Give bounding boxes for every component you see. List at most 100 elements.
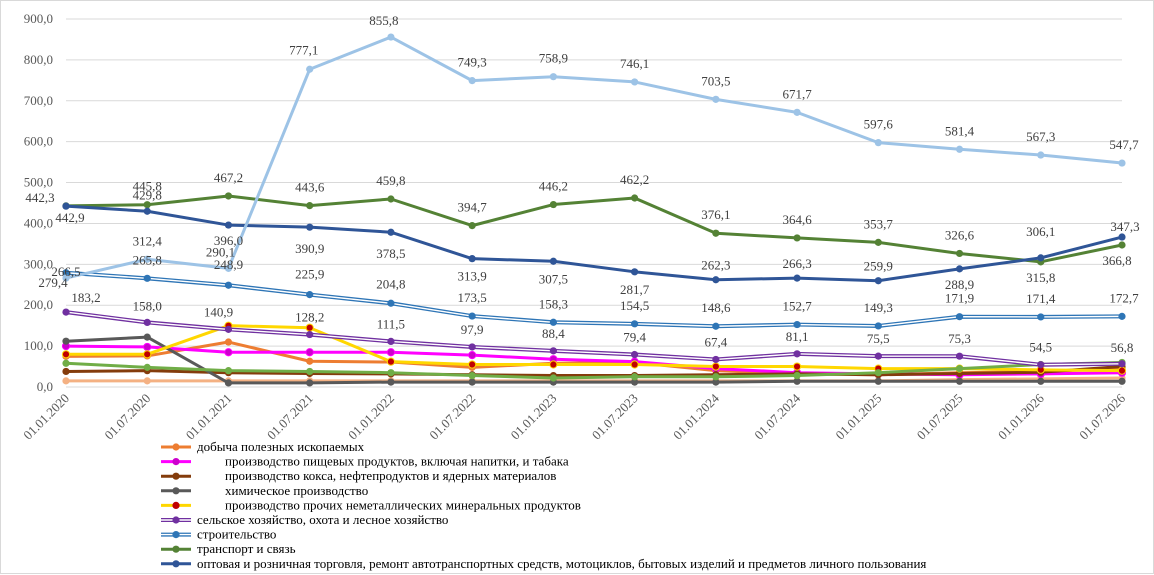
legend-marker (172, 487, 180, 495)
data-point (143, 318, 151, 326)
y-tick-label: 300,0 (24, 256, 53, 271)
x-tick-label: 01.07.2020 (101, 391, 153, 443)
data-point (1037, 313, 1045, 321)
data-point (712, 276, 720, 284)
data-point (224, 367, 233, 375)
data-label: 149,3 (864, 300, 893, 315)
data-point (712, 322, 720, 330)
data-point (712, 378, 720, 386)
data-label: 467,2 (214, 170, 243, 185)
data-point (62, 202, 70, 210)
legend-marker (172, 443, 180, 451)
data-point (387, 369, 395, 377)
data-label: 394,7 (458, 200, 488, 215)
x-tick-label: 01.01.2023 (508, 391, 560, 443)
data-label: 225,9 (295, 267, 324, 282)
data-point (143, 207, 151, 215)
data-label: 262,3 (701, 258, 730, 273)
data-label: 364,6 (782, 212, 812, 227)
data-point (631, 378, 639, 386)
y-tick-label: 100,0 (24, 338, 53, 353)
data-label: 158,0 (133, 298, 162, 313)
data-label: 172,7 (1109, 290, 1139, 305)
data-label: 56,8 (1111, 340, 1134, 355)
data-point (305, 323, 314, 332)
data-point (711, 362, 720, 371)
legend-marker (172, 560, 180, 568)
legend-item: химическое производство (161, 483, 368, 498)
data-label: 315,8 (1026, 270, 1055, 285)
data-point (1037, 361, 1045, 369)
y-tick-label: 800,0 (24, 52, 53, 67)
data-point (62, 367, 70, 376)
data-point (306, 357, 314, 365)
legend-label: транспорт и связь (197, 541, 296, 556)
data-point (874, 352, 882, 360)
x-tick-label: 01.01.2024 (670, 390, 722, 442)
data-label: 462,2 (620, 172, 649, 187)
data-point (631, 194, 639, 202)
data-label: 442,9 (55, 210, 84, 225)
data-point (955, 352, 964, 360)
legend-label: добыча полезных ископаемых (197, 439, 365, 454)
data-point (143, 363, 151, 371)
data-point (468, 360, 477, 369)
data-label: 158,3 (539, 296, 568, 311)
data-label: 111,5 (377, 316, 405, 331)
legend-item: производство прочих неметаллических мине… (161, 497, 581, 512)
y-tick-label: 400,0 (24, 215, 53, 230)
data-point (1037, 254, 1045, 262)
legend-item: оптовая и розничная торговля, ремонт авт… (161, 556, 926, 571)
data-label: 288,9 (945, 277, 974, 292)
y-tick-label: 0,0 (37, 379, 53, 394)
x-tick-label: 01.07.2024 (751, 390, 803, 442)
data-point (631, 78, 639, 86)
data-point (306, 65, 314, 73)
legend-item: производство кокса, нефтепродуктов и яде… (161, 468, 556, 483)
data-label: 290,1 (206, 244, 235, 259)
data-label: 248,9 (214, 257, 243, 272)
y-tick-label: 900,0 (24, 11, 53, 26)
data-point (468, 222, 476, 230)
data-label: 171,9 (945, 291, 974, 306)
data-point (387, 228, 395, 236)
data-label: 259,9 (864, 259, 893, 274)
data-point (468, 371, 476, 380)
data-point (793, 274, 801, 282)
data-label: 173,5 (458, 290, 487, 305)
data-point (143, 274, 151, 282)
data-label: 746,1 (620, 56, 649, 71)
data-point (874, 238, 882, 246)
data-point (62, 269, 70, 277)
series-line-inner (65, 311, 1123, 366)
data-label: 307,5 (539, 271, 568, 286)
x-tick-label: 01.01.2026 (995, 390, 1047, 442)
data-point (387, 337, 395, 346)
x-tick-label: 01.01.2020 (20, 391, 72, 443)
x-tick-label: 01.07.2023 (589, 391, 641, 443)
y-tick-label: 600,0 (24, 134, 53, 149)
data-point (955, 265, 964, 273)
data-point (62, 308, 70, 316)
data-label: 445,8 (133, 179, 162, 194)
data-point (549, 318, 557, 326)
series-line-inner (65, 272, 1123, 327)
legend-label: сельское хозяйство, охота и лесное хозяй… (197, 512, 448, 527)
data-label: 671,7 (782, 86, 812, 101)
data-label: 459,8 (376, 173, 405, 188)
data-point (143, 342, 152, 352)
x-tick-label: 01.07.2025 (914, 391, 966, 443)
data-label: 152,7 (782, 299, 812, 314)
data-point (955, 377, 964, 385)
data-point (61, 350, 71, 359)
data-point (468, 378, 476, 386)
data-point (955, 145, 964, 153)
data-point (793, 234, 801, 242)
data-point (143, 350, 152, 359)
legend-item: строительство (161, 527, 276, 542)
data-point (874, 277, 882, 285)
series-line (65, 204, 1123, 283)
data-point (549, 360, 558, 369)
